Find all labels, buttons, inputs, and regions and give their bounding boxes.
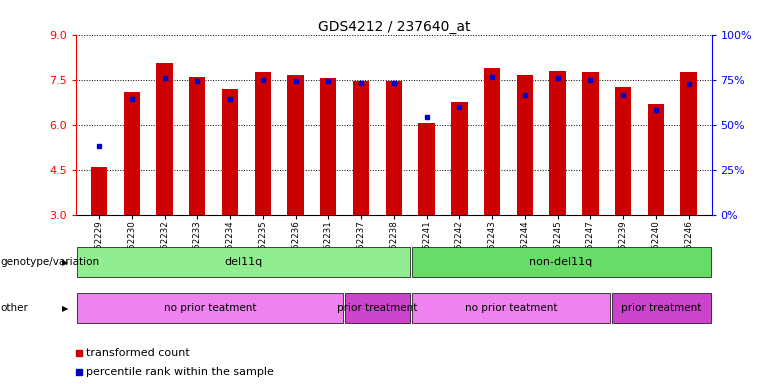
Bar — [549, 71, 565, 215]
Bar — [517, 75, 533, 215]
Bar — [222, 89, 238, 215]
Text: transformed count: transformed count — [86, 348, 189, 358]
Bar — [582, 72, 599, 215]
Bar — [77, 293, 342, 323]
Text: ▶: ▶ — [62, 258, 68, 266]
Bar — [451, 102, 467, 215]
Bar — [91, 167, 107, 215]
Text: prior treatment: prior treatment — [337, 303, 417, 313]
Bar — [680, 72, 697, 215]
Text: ▶: ▶ — [62, 304, 68, 313]
Bar — [288, 75, 304, 215]
Bar — [386, 81, 402, 215]
Bar — [189, 77, 205, 215]
Bar — [615, 87, 632, 215]
Text: prior treatment: prior treatment — [621, 303, 702, 313]
Text: percentile rank within the sample: percentile rank within the sample — [86, 367, 273, 377]
Bar — [612, 293, 711, 323]
Title: GDS4212 / 237640_at: GDS4212 / 237640_at — [317, 20, 470, 33]
Text: other: other — [1, 303, 29, 313]
Bar — [412, 247, 711, 277]
Bar — [320, 78, 336, 215]
Bar — [156, 63, 173, 215]
Bar — [255, 72, 271, 215]
Text: non-del11q: non-del11q — [530, 257, 593, 267]
Text: no prior teatment: no prior teatment — [164, 303, 256, 313]
Bar — [353, 81, 369, 215]
Bar — [484, 68, 500, 215]
Bar — [345, 293, 409, 323]
Bar — [412, 293, 610, 323]
Text: genotype/variation: genotype/variation — [1, 257, 100, 267]
Bar — [419, 123, 435, 215]
Bar — [648, 104, 664, 215]
Text: del11q: del11q — [224, 257, 263, 267]
Bar — [123, 92, 140, 215]
Bar — [77, 247, 409, 277]
Text: no prior teatment: no prior teatment — [465, 303, 557, 313]
